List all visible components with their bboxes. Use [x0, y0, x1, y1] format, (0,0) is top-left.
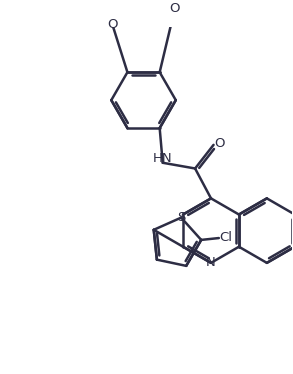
- Text: N: N: [206, 256, 216, 269]
- Text: HN: HN: [153, 152, 173, 165]
- Text: Cl: Cl: [220, 231, 233, 244]
- Text: O: O: [214, 137, 225, 150]
- Text: O: O: [107, 18, 117, 31]
- Text: S: S: [177, 211, 185, 224]
- Text: O: O: [170, 2, 180, 15]
